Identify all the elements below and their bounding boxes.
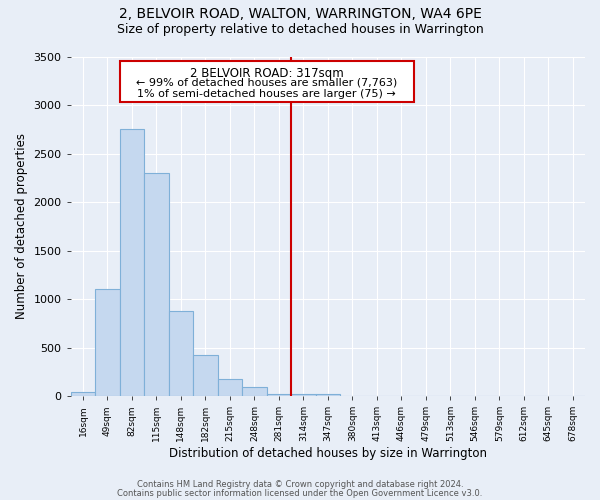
Bar (291, 394, 316, 396)
Bar (119, 62, 413, 102)
Bar (144, 173, 169, 396)
Text: Contains HM Land Registry data © Crown copyright and database right 2024.: Contains HM Land Registry data © Crown c… (137, 480, 463, 489)
Text: Size of property relative to detached houses in Warrington: Size of property relative to detached ho… (116, 22, 484, 36)
Bar (218, 379, 242, 396)
Bar (119, 130, 144, 396)
Bar (266, 394, 291, 396)
Y-axis label: Number of detached properties: Number of detached properties (15, 134, 28, 320)
Bar (316, 394, 340, 396)
Text: 1% of semi-detached houses are larger (75) →: 1% of semi-detached houses are larger (7… (137, 88, 396, 99)
Bar (242, 388, 266, 396)
Bar (169, 311, 193, 396)
Bar (71, 392, 95, 396)
X-axis label: Distribution of detached houses by size in Warrington: Distribution of detached houses by size … (169, 447, 487, 460)
Bar (95, 290, 119, 396)
Bar (193, 355, 218, 396)
Text: 2, BELVOIR ROAD, WALTON, WARRINGTON, WA4 6PE: 2, BELVOIR ROAD, WALTON, WARRINGTON, WA4… (119, 8, 481, 22)
Text: 2 BELVOIR ROAD: 317sqm: 2 BELVOIR ROAD: 317sqm (190, 67, 344, 80)
Text: Contains public sector information licensed under the Open Government Licence v3: Contains public sector information licen… (118, 488, 482, 498)
Text: ← 99% of detached houses are smaller (7,763): ← 99% of detached houses are smaller (7,… (136, 78, 397, 88)
